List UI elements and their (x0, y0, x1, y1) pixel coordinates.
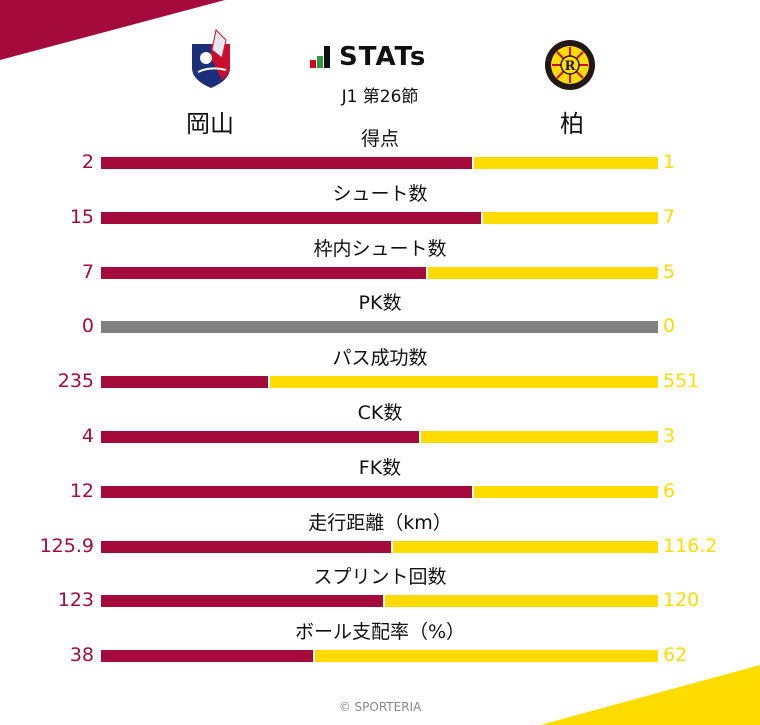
away-value: 3 (663, 425, 676, 447)
stat-label: 走行距離（km） (308, 511, 452, 534)
bar-divider (391, 540, 393, 553)
stat-label: シュート数 (332, 182, 428, 205)
away-bar-segment (421, 431, 658, 443)
home-bar-segment (101, 650, 313, 663)
bar-chart-logo-icon (310, 46, 331, 68)
stat-label: スプリント回数 (313, 566, 447, 589)
brand-title: STATs (339, 42, 427, 72)
stat-label: 枠内シュート数 (313, 237, 447, 260)
stat-bar (101, 485, 658, 498)
bar-divider (426, 266, 428, 279)
home-bar-segment (101, 211, 481, 224)
away-bar-segment (474, 485, 658, 498)
away-value: 120 (663, 589, 700, 612)
stat-label: ボール支配率（%） (294, 621, 466, 644)
home-bar-segment (101, 376, 268, 389)
stat-row: 走行距離（km） 125.9 116.2 (0, 512, 760, 566)
home-value: 38 (69, 644, 94, 667)
bar-divider (313, 650, 315, 663)
away-value: 62 (663, 644, 688, 667)
away-value: 7 (663, 205, 676, 228)
home-value: 235 (57, 370, 94, 393)
away-bar-segment (474, 157, 658, 169)
stat-label: FK数 (358, 456, 402, 479)
round-label: J1 第26節 (341, 87, 419, 107)
bar-divider (268, 376, 270, 389)
away-value: 1 (663, 151, 676, 173)
away-bar-segment (393, 540, 658, 553)
stat-row: PK数 0 0 (0, 292, 760, 346)
away-bar-segment (270, 376, 658, 389)
home-value: 125.9 (39, 534, 94, 557)
home-bar-segment (101, 157, 472, 169)
home-bar-segment (101, 266, 426, 279)
away-value: 116.2 (663, 534, 718, 557)
home-bar-segment (101, 431, 419, 443)
stat-row: ボール支配率（%） 38 62 (0, 621, 760, 675)
home-value: 4 (81, 425, 94, 447)
home-value: 123 (57, 589, 94, 612)
stat-bar (101, 266, 658, 279)
bar-divider (419, 431, 421, 443)
home-value: 2 (81, 151, 94, 173)
home-value: 12 (69, 479, 94, 502)
bar-divider (383, 595, 385, 608)
stat-row: 枠内シュート数 7 5 (0, 238, 760, 292)
stat-bar (101, 650, 658, 663)
stat-bar (101, 595, 658, 608)
away-value: 551 (663, 370, 700, 393)
stat-row: シュート数 15 7 (0, 183, 760, 237)
stat-row: 得点 2 1 (0, 128, 760, 182)
away-bar-segment (428, 266, 658, 279)
stats-brand: STATs (310, 42, 426, 72)
decor-top-left-triangle (0, 0, 225, 60)
copyright: © SPORTERIA (338, 700, 422, 714)
decor-bottom-right-triangle (540, 665, 760, 725)
stat-bar (101, 540, 658, 553)
away-value: 5 (663, 260, 676, 283)
away-team-crest-icon: R (545, 40, 595, 90)
home-bar-segment (101, 595, 383, 608)
home-value: 7 (81, 260, 94, 283)
stat-label: 得点 (360, 128, 399, 150)
away-team-name: 柏 (560, 110, 584, 138)
home-bar-segment (101, 540, 391, 553)
svg-text:R: R (565, 59, 576, 74)
stat-row: スプリント回数 123 120 (0, 566, 760, 620)
home-bar-segment (101, 485, 472, 498)
stat-bar (101, 431, 658, 443)
home-team-crest-icon (192, 28, 230, 88)
bar-divider (481, 211, 483, 224)
stat-label: CK数 (357, 402, 403, 424)
stat-row: FK数 12 6 (0, 457, 760, 511)
bar-divider (472, 485, 474, 498)
stat-bar (101, 376, 658, 389)
stat-label: PK数 (358, 292, 402, 315)
stat-label: パス成功数 (332, 347, 428, 370)
stat-bar (101, 157, 658, 169)
away-value: 0 (663, 315, 676, 338)
home-value: 0 (81, 315, 94, 338)
away-bar-segment (315, 650, 658, 663)
stat-row: パス成功数 235 551 (0, 347, 760, 401)
stat-bar (101, 321, 658, 334)
bar-divider (472, 157, 474, 169)
stat-row: CK数 4 3 (0, 402, 760, 456)
away-bar-segment (483, 211, 658, 224)
away-value: 6 (663, 479, 676, 502)
away-bar-segment (385, 595, 658, 608)
home-value: 15 (69, 205, 94, 228)
home-team-name: 岡山 (186, 110, 234, 138)
stat-bar (101, 211, 658, 224)
